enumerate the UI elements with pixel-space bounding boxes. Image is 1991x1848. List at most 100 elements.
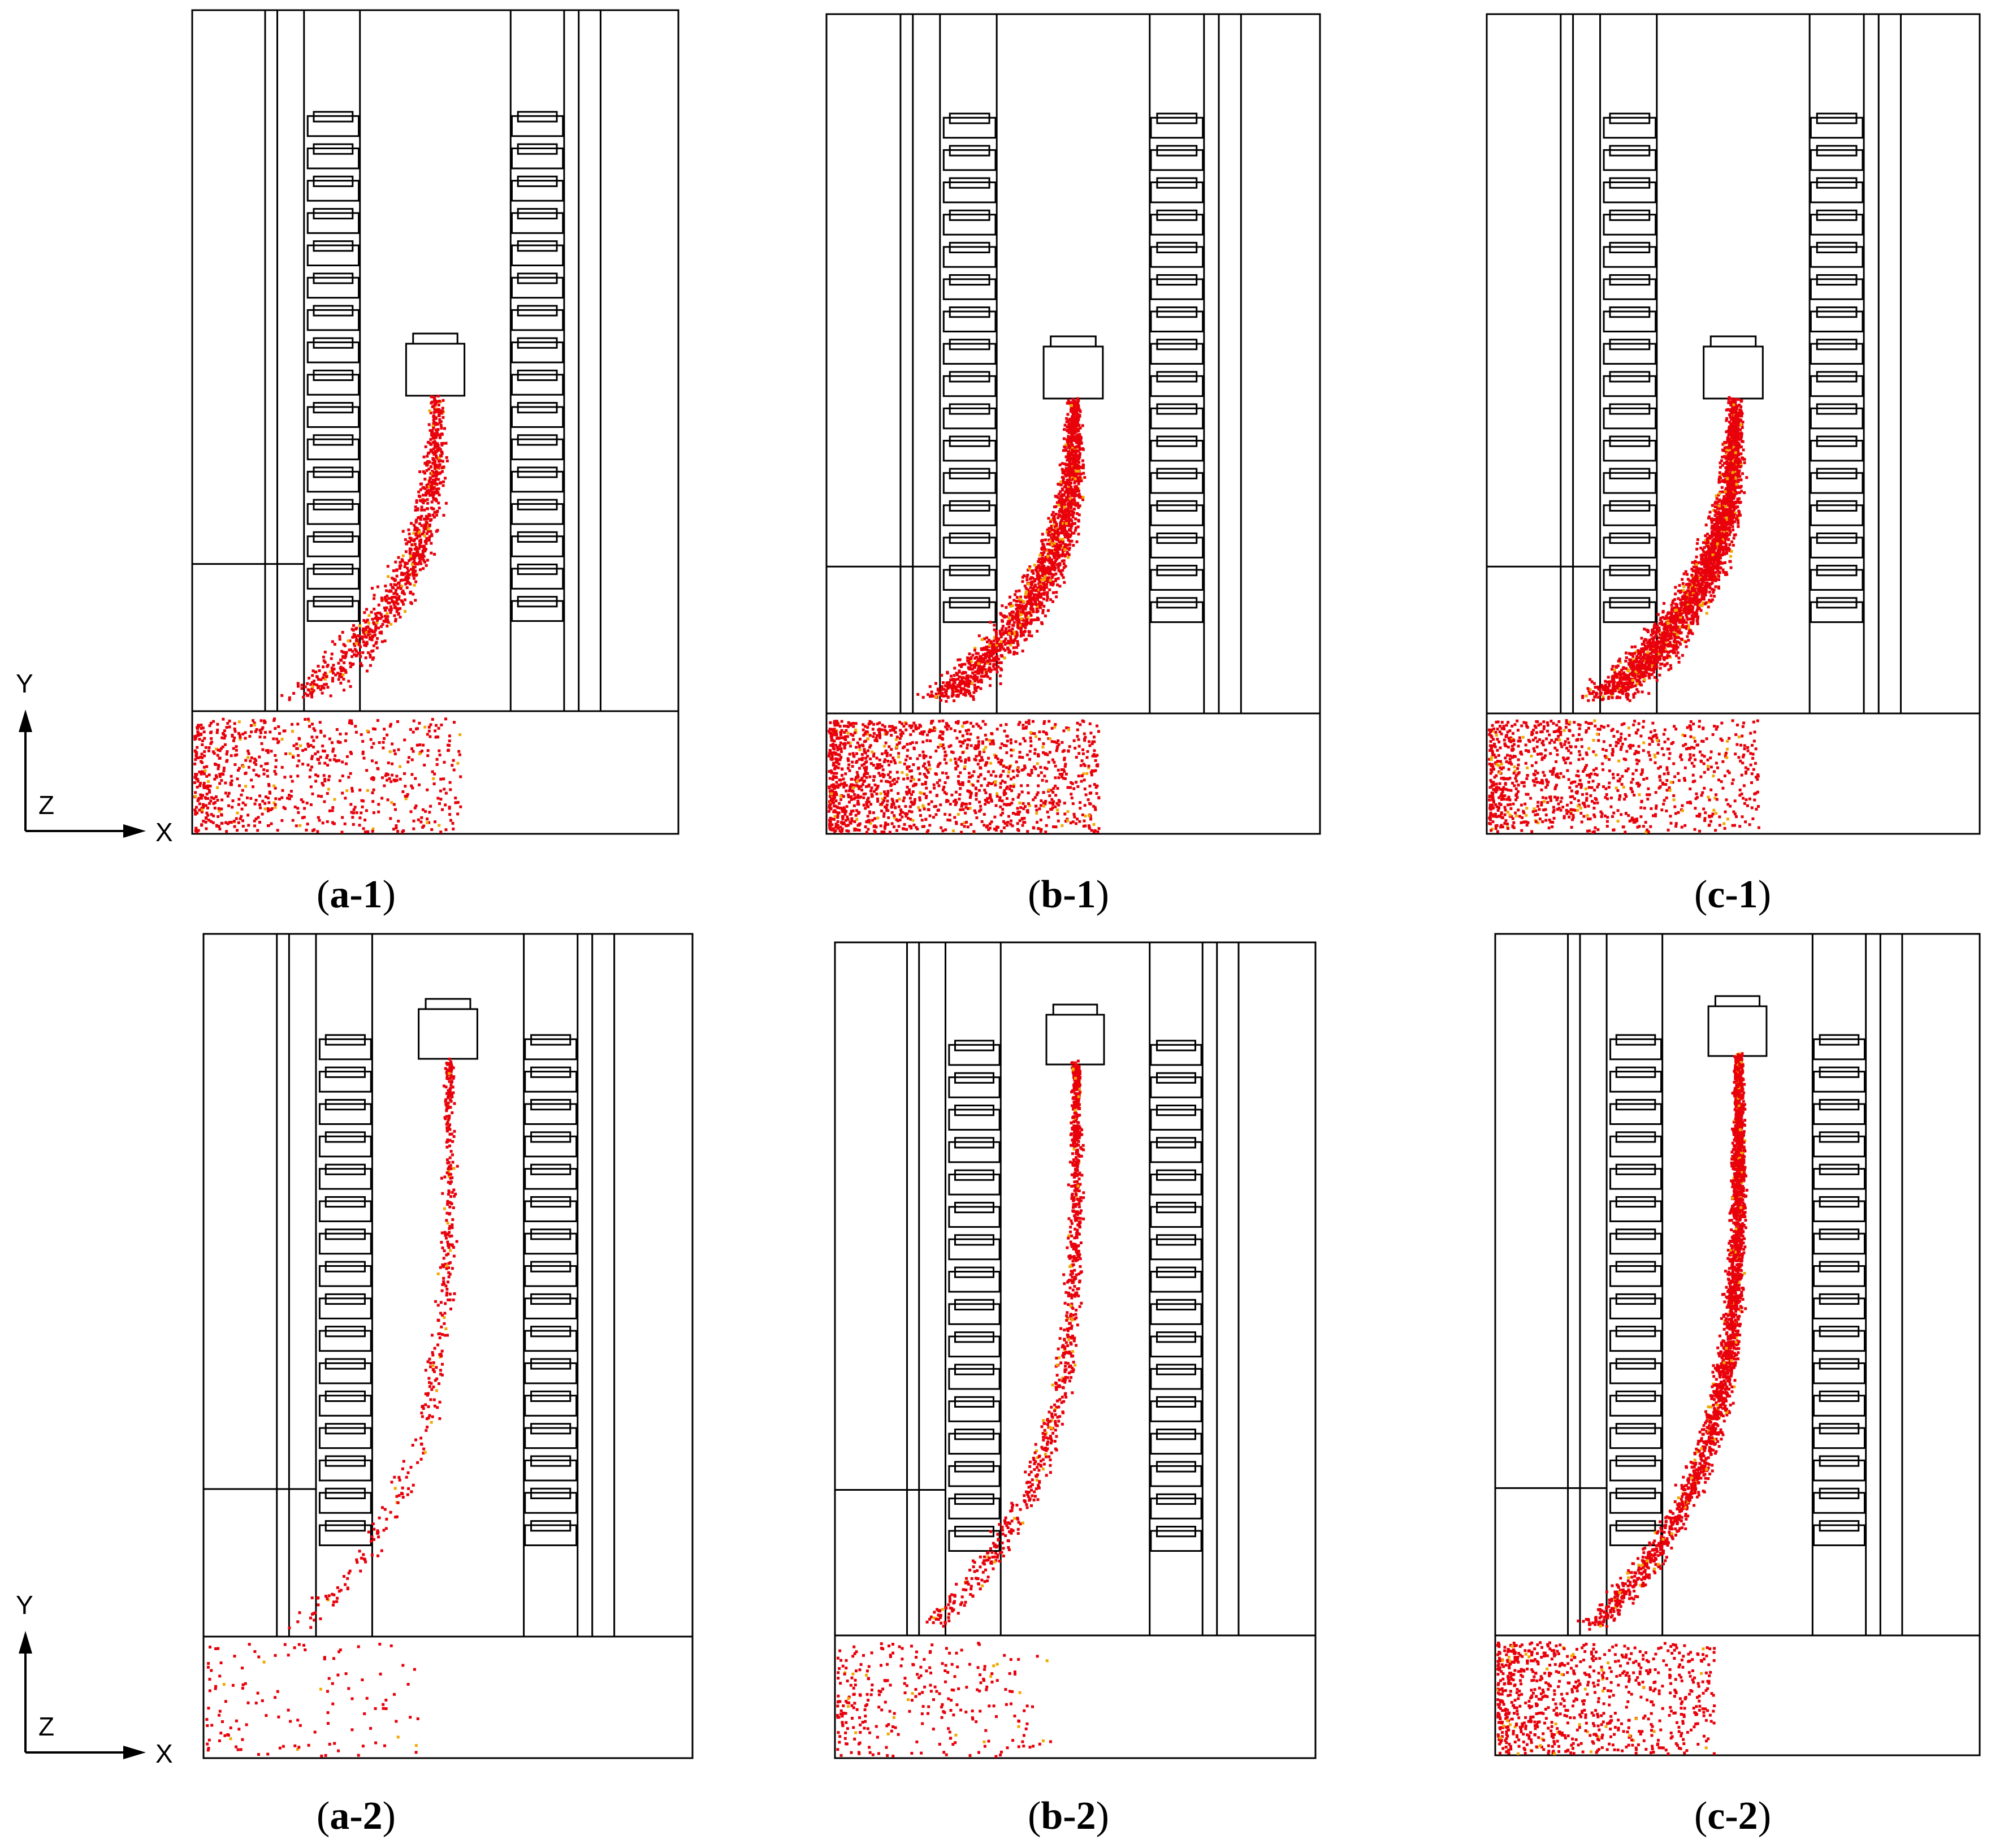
particle: [1093, 740, 1096, 743]
particle: [1068, 543, 1072, 546]
particle: [202, 782, 206, 785]
particle: [425, 469, 429, 472]
particle: [339, 733, 342, 735]
particle: [977, 789, 981, 792]
particle: [995, 634, 998, 638]
particle: [1057, 513, 1061, 517]
particle: [331, 741, 334, 745]
particle: [415, 501, 418, 504]
particle: [875, 756, 878, 760]
particle: [217, 807, 220, 810]
particle: [1021, 756, 1024, 759]
particle: [1048, 576, 1051, 579]
particle: [1067, 504, 1071, 507]
particle: [196, 811, 199, 815]
particle: [971, 671, 975, 674]
particle: [994, 648, 997, 651]
particle: [943, 684, 947, 687]
particle: [908, 825, 911, 828]
right-equipment-stack-unit-cap: [517, 272, 558, 284]
particle: [1071, 478, 1075, 481]
particle: [431, 461, 435, 465]
particle: [1069, 462, 1072, 466]
particle: [1064, 533, 1067, 536]
particle: [1056, 550, 1059, 553]
particle: [1016, 828, 1019, 831]
right-equipment-stack-unit: [510, 180, 564, 202]
particle: [1070, 427, 1073, 430]
particle: [1049, 579, 1052, 582]
particle: [325, 675, 328, 678]
particle: [387, 597, 391, 600]
particle: [436, 465, 439, 469]
particle: [1064, 544, 1067, 547]
particle: [843, 810, 846, 813]
particle: [908, 769, 912, 773]
particle: [448, 781, 452, 784]
particle: [313, 682, 315, 686]
particle: [1056, 745, 1059, 748]
particle: [424, 539, 427, 543]
particle: [917, 778, 921, 781]
particle: [880, 830, 884, 834]
particle: [993, 815, 997, 819]
particle: [407, 528, 410, 531]
particle: [1050, 573, 1054, 576]
particle: [432, 497, 435, 501]
particle: [868, 810, 871, 813]
particle: [1040, 603, 1044, 606]
particle: [1076, 503, 1080, 507]
particle: [1063, 502, 1066, 505]
particle: [1064, 523, 1068, 527]
particle: [437, 403, 440, 406]
particle: [1066, 401, 1069, 405]
particle: [906, 765, 909, 769]
particle: [1061, 750, 1064, 753]
particle: [1065, 520, 1068, 522]
particle: [371, 617, 374, 621]
particle: [1053, 514, 1056, 518]
particle: [1043, 548, 1046, 551]
particle: [415, 527, 419, 530]
particle: [433, 772, 436, 776]
particle: [233, 825, 236, 828]
particle: [1074, 400, 1077, 403]
particle: [415, 536, 419, 540]
particle: [988, 662, 992, 665]
particle: [379, 613, 383, 616]
particle: [1043, 573, 1046, 575]
particle: [1042, 566, 1046, 569]
particle: [328, 758, 332, 761]
particle: [930, 729, 934, 733]
particle: [385, 772, 388, 776]
particle: [266, 751, 270, 754]
particle: [335, 759, 338, 763]
particle: [959, 759, 963, 763]
particle: [1050, 801, 1054, 804]
particle: [1071, 522, 1075, 525]
particle: [310, 695, 314, 699]
particle: [963, 767, 966, 770]
particle: [973, 809, 976, 812]
particle: [430, 395, 433, 399]
particle: [1019, 629, 1023, 632]
particle: [458, 733, 462, 737]
particle: [1063, 508, 1067, 512]
particle: [454, 801, 457, 804]
particle: [426, 754, 430, 758]
particle: [406, 540, 410, 543]
particle: [912, 778, 915, 781]
particle: [905, 790, 908, 794]
particle: [838, 829, 842, 832]
particle: [1001, 625, 1005, 628]
particle: [1007, 771, 1010, 774]
particle: [912, 747, 916, 751]
left-equipment-stack-unit: [942, 375, 997, 397]
particle: [202, 765, 206, 769]
particle: [1018, 604, 1021, 607]
particle: [233, 736, 236, 739]
particle: [405, 542, 408, 546]
particle: [433, 443, 436, 446]
particle: [912, 763, 915, 766]
particle: [941, 732, 945, 735]
